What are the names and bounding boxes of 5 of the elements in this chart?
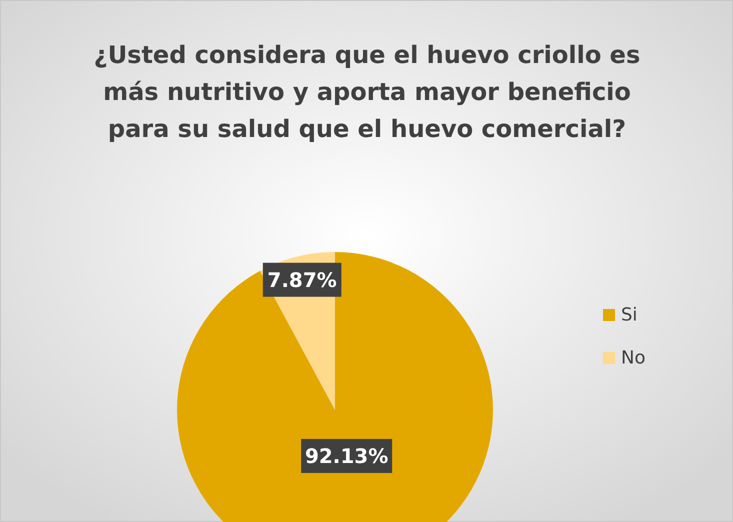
legend-label: No bbox=[621, 348, 646, 368]
data-label: 7.87% bbox=[267, 268, 337, 292]
data-label: 92.13% bbox=[304, 444, 388, 468]
chart-title: ¿Usted considera que el huevo criollo es más nutritivo y aporta mayor beneficio para su salud que el huevo comercial? bbox=[94, 41, 640, 143]
legend-label: Si bbox=[621, 304, 638, 326]
